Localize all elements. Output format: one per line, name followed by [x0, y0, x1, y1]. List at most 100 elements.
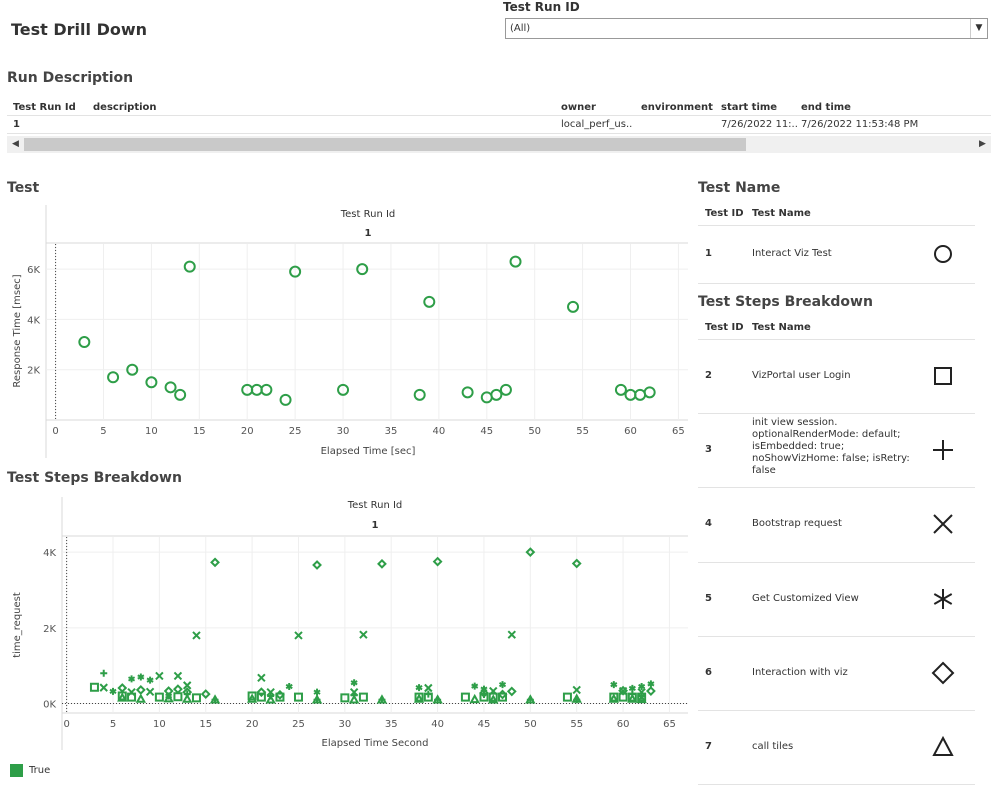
data-point-plus[interactable] — [424, 690, 432, 698]
data-point-asterisk[interactable] — [137, 673, 145, 681]
data-point-x[interactable] — [192, 631, 201, 640]
data-point-triangle[interactable] — [182, 693, 193, 703]
data-point-diamond[interactable] — [497, 689, 508, 700]
chevron-down-icon[interactable]: ▼ — [970, 19, 987, 38]
data-point-circle[interactable] — [289, 265, 302, 278]
data-point-x[interactable] — [424, 683, 433, 693]
data-point-triangle[interactable] — [311, 694, 323, 704]
legend-row[interactable]: 5 Get Customized View — [698, 563, 975, 636]
data-point-triangle[interactable] — [348, 694, 360, 704]
data-point-plus[interactable] — [100, 669, 108, 677]
data-point-square[interactable] — [256, 692, 266, 702]
data-point-triangle[interactable] — [636, 693, 647, 704]
data-point-x[interactable] — [182, 681, 192, 690]
data-point-x[interactable] — [489, 686, 498, 696]
data-point-triangle[interactable] — [209, 694, 221, 704]
data-point-circle[interactable] — [337, 383, 350, 396]
data-point-triangle[interactable] — [413, 693, 425, 703]
data-point-circle[interactable] — [183, 260, 196, 273]
data-point-circle[interactable] — [174, 388, 187, 401]
legend-row[interactable]: 6 Interaction with viz — [698, 637, 975, 710]
data-point-triangle[interactable] — [376, 694, 388, 704]
data-point-x[interactable] — [572, 685, 581, 695]
data-point-x[interactable] — [637, 687, 646, 697]
data-point-triangle[interactable] — [525, 694, 536, 704]
data-point-circle[interactable] — [413, 388, 426, 401]
data-point-square[interactable] — [460, 692, 470, 702]
data-point-triangle[interactable] — [488, 694, 499, 704]
data-point-asterisk[interactable] — [498, 681, 507, 689]
data-point-diamond[interactable] — [173, 684, 183, 695]
data-point-diamond[interactable] — [525, 547, 536, 558]
data-point-triangle[interactable] — [571, 693, 582, 703]
data-point-square[interactable] — [154, 692, 164, 702]
data-point-x[interactable] — [257, 673, 266, 683]
data-point-x[interactable] — [359, 630, 368, 639]
data-point-x[interactable] — [145, 687, 155, 697]
data-point-triangle[interactable] — [265, 694, 276, 704]
data-point-asterisk[interactable] — [109, 687, 117, 695]
data-point-circle[interactable] — [634, 388, 647, 401]
data-point-circle[interactable] — [126, 363, 139, 376]
chevron-right-icon[interactable]: ▶ — [979, 139, 986, 149]
legend-row[interactable]: 7 call tiles — [698, 711, 975, 784]
data-point-asterisk[interactable] — [415, 684, 423, 692]
data-point-circle[interactable] — [107, 371, 120, 384]
data-point-x[interactable] — [507, 630, 517, 639]
data-point-circle[interactable] — [499, 383, 512, 396]
data-point-diamond[interactable] — [256, 687, 267, 698]
data-point-asterisk[interactable] — [628, 684, 636, 692]
test-run-id-dropdown[interactable]: (All) ▼ — [505, 18, 988, 39]
data-point-circle[interactable] — [164, 381, 177, 394]
data-point-square[interactable] — [173, 692, 183, 702]
data-point-diamond[interactable] — [210, 557, 220, 568]
data-point-circle[interactable] — [145, 376, 158, 389]
data-point-triangle[interactable] — [608, 693, 620, 703]
col-end-time[interactable]: end time — [801, 102, 851, 113]
col-description[interactable]: description — [93, 102, 157, 113]
col-owner[interactable]: owner — [561, 102, 596, 113]
data-point-circle[interactable] — [423, 295, 436, 308]
data-point-triangle[interactable] — [469, 693, 480, 704]
data-point-circle[interactable] — [461, 386, 474, 399]
data-point-x[interactable] — [155, 671, 164, 681]
data-point-circle[interactable] — [356, 263, 369, 276]
data-point-triangle[interactable] — [246, 693, 258, 703]
data-point-diamond[interactable] — [377, 558, 387, 569]
data-point-triangle[interactable] — [163, 693, 174, 703]
scroll-thumb[interactable] — [24, 138, 746, 151]
data-point-diamond[interactable] — [135, 684, 146, 695]
data-point-asterisk[interactable] — [350, 679, 358, 687]
data-point-asterisk[interactable] — [610, 681, 618, 689]
col-start-time[interactable]: start time — [721, 102, 778, 113]
data-point-triangle[interactable] — [627, 693, 638, 703]
col-environment[interactable]: environment — [641, 102, 713, 113]
data-point-asterisk[interactable] — [285, 683, 293, 691]
data-point-x[interactable] — [349, 687, 359, 697]
data-point-circle[interactable] — [279, 393, 292, 406]
legend-row[interactable]: 3 init view session. optionalRenderMode:… — [698, 414, 975, 487]
data-point-asterisk[interactable] — [146, 676, 154, 684]
data-point-square[interactable] — [191, 693, 201, 703]
data-point-x[interactable] — [127, 687, 136, 697]
data-point-square[interactable] — [275, 692, 285, 702]
data-point-square[interactable] — [293, 692, 303, 702]
data-point-square[interactable] — [498, 692, 508, 702]
data-point-asterisk[interactable] — [638, 683, 646, 691]
data-point-square[interactable] — [89, 682, 99, 692]
data-point-square[interactable] — [358, 692, 368, 702]
data-point-asterisk[interactable] — [128, 675, 136, 683]
data-point-square[interactable] — [340, 693, 350, 703]
data-point-diamond[interactable] — [275, 689, 285, 700]
data-point-circle[interactable] — [250, 383, 263, 396]
data-point-triangle[interactable] — [135, 693, 147, 703]
col-test-run-id[interactable]: Test Run Id — [13, 102, 76, 113]
legend-row[interactable]: 4 Bootstrap request — [698, 488, 975, 562]
chevron-left-icon[interactable]: ◀ — [12, 139, 19, 149]
data-point-diamond[interactable] — [506, 686, 517, 697]
data-point-x[interactable] — [266, 687, 275, 697]
data-point-diamond[interactable] — [200, 689, 211, 699]
data-point-diamond[interactable] — [618, 685, 628, 696]
legend-row[interactable]: 2 VizPortal user Login — [698, 340, 975, 413]
data-point-circle[interactable] — [567, 300, 580, 313]
